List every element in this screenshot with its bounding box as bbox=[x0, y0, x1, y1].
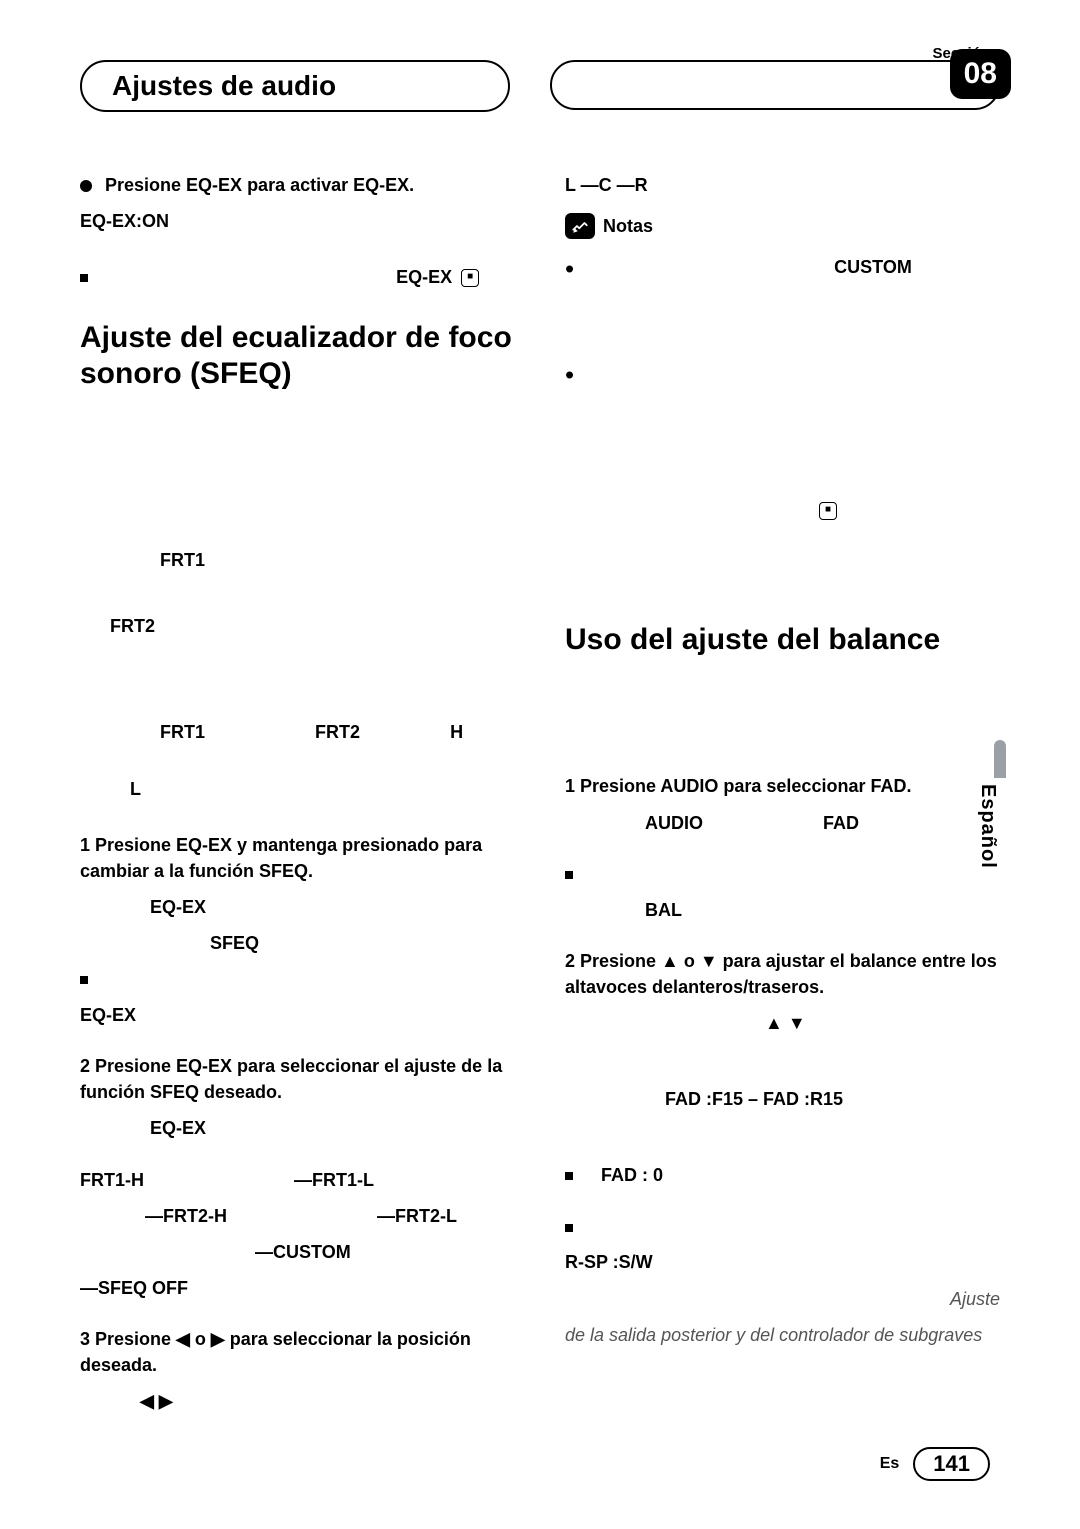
intro-line: Presione EQ-EX para activar EQ-EX. bbox=[80, 172, 515, 198]
notes-label: Notas bbox=[603, 213, 653, 239]
ref-rest: de la salida posterior y del controlador… bbox=[565, 1322, 1000, 1348]
step1-note-kw: EQ-EX bbox=[80, 1005, 136, 1025]
chain6: —SFEQ OFF bbox=[80, 1278, 188, 1298]
intro-text: Presione EQ-EX para activar EQ-EX. bbox=[105, 175, 414, 195]
right-column: L —C —R Notas • CUSTOM • bbox=[565, 172, 1000, 1424]
eqex-inline: EQ-EX bbox=[396, 267, 452, 287]
chain3: —FRT2-H bbox=[145, 1206, 227, 1226]
header-row: Ajustes de audio 08 bbox=[80, 60, 1000, 112]
frt2-label: FRT2 bbox=[110, 616, 155, 636]
sfeq-heading: Ajuste del ecualizador de foco sonoro (S… bbox=[80, 320, 515, 392]
rsp-line bbox=[565, 1213, 1000, 1239]
frt1-b: FRT1 bbox=[160, 722, 205, 742]
bullet-icon bbox=[80, 180, 92, 192]
notes-bullet1: • CUSTOM bbox=[565, 254, 1000, 280]
chain-line3: —CUSTOM bbox=[80, 1239, 515, 1265]
notes-header: Notas bbox=[565, 213, 1000, 239]
page-number: 141 bbox=[913, 1447, 990, 1481]
square-bullet-icon bbox=[565, 1224, 573, 1232]
square-bullet-icon bbox=[565, 871, 573, 879]
step2: 2 Presione EQ-EX para seleccionar el aju… bbox=[80, 1053, 515, 1105]
chain1: FRT1-H bbox=[80, 1170, 144, 1190]
notes-bullet2: • bbox=[565, 360, 1000, 386]
eqex-on: EQ-EX:ON bbox=[80, 208, 515, 234]
page-title: Ajustes de audio bbox=[112, 70, 478, 102]
step1-kw1: EQ-EX bbox=[150, 897, 206, 917]
eqex-off-line: spacer spacer spacer spacer spacer EQ-EX bbox=[80, 264, 515, 290]
fad-range: FAD :F15 – FAD :R15 bbox=[665, 1089, 843, 1109]
end-icon bbox=[461, 269, 479, 287]
left-column: Presione EQ-EX para activar EQ-EX. EQ-EX… bbox=[80, 172, 515, 1424]
l-label: L bbox=[130, 779, 141, 799]
square-bullet-icon bbox=[80, 274, 88, 282]
square-bullet-icon bbox=[565, 1172, 573, 1180]
frt2-b: FRT2 bbox=[315, 722, 360, 742]
bal-note bbox=[565, 861, 1000, 887]
header-title-pill: Ajustes de audio bbox=[80, 60, 510, 112]
chain5: —CUSTOM bbox=[255, 1242, 351, 1262]
chain4: —FRT2-L bbox=[377, 1206, 457, 1226]
frt-h-line: FRT1 FRT2 H bbox=[80, 719, 515, 745]
end-icon bbox=[819, 502, 837, 520]
step1-kw2: SFEQ bbox=[210, 933, 259, 953]
fad0-line: FAD : 0 bbox=[565, 1162, 1000, 1188]
footer-lang: Es bbox=[880, 1455, 900, 1473]
notes-icon bbox=[565, 213, 595, 239]
header-right-pill: 08 bbox=[550, 60, 1000, 110]
balance-heading: Uso del ajuste del balance bbox=[565, 622, 1000, 658]
custom-kw: CUSTOM bbox=[834, 257, 912, 277]
rsp-kw: R-SP :S/W bbox=[565, 1252, 653, 1272]
page: Sección Ajustes de audio 08 Presione EQ-… bbox=[0, 0, 1080, 1529]
chain-line1: FRT1-H —FRT1-L bbox=[80, 1167, 515, 1193]
tab-indicator bbox=[994, 740, 1006, 778]
bal-kw: BAL bbox=[645, 900, 682, 920]
r-step1-keywords: AUDIO FAD bbox=[565, 810, 1000, 836]
footer: Es 141 bbox=[880, 1447, 990, 1481]
chain-line2: —FRT2-H —FRT2-L bbox=[80, 1203, 515, 1229]
square-bullet-icon bbox=[80, 976, 88, 984]
chain2: —FRT1-L bbox=[294, 1170, 374, 1190]
language-tab: Español bbox=[976, 740, 1010, 910]
h-label: H bbox=[450, 722, 463, 742]
r-step2-arrows: ▲ ▼ bbox=[565, 1010, 1000, 1036]
frt1-label: FRT1 bbox=[160, 550, 205, 570]
fad-kw: FAD bbox=[823, 813, 859, 833]
step1: 1 Presione EQ-EX y mantenga presionado p… bbox=[80, 832, 515, 884]
audio-kw: AUDIO bbox=[645, 813, 703, 833]
step3: 3 Presione ◀ o ▶ para seleccionar la pos… bbox=[80, 1326, 515, 1378]
step1-note bbox=[80, 966, 515, 992]
r-step2: 2 Presione ▲ o ▼ para ajustar el balance… bbox=[565, 948, 1000, 1000]
content-columns: Presione EQ-EX para activar EQ-EX. EQ-EX… bbox=[80, 172, 1000, 1424]
language-label: Español bbox=[976, 784, 999, 869]
section-number-badge: 08 bbox=[950, 49, 1011, 99]
step2-kw: EQ-EX bbox=[150, 1118, 206, 1138]
r-step1: 1 Presione AUDIO para seleccionar FAD. bbox=[565, 773, 1000, 799]
fad0: FAD : 0 bbox=[601, 1165, 663, 1185]
position-line: L —C —R bbox=[565, 172, 1000, 198]
step3-arrows: ◀ ▶ bbox=[80, 1388, 515, 1414]
ref-prefix: Ajuste bbox=[565, 1286, 1000, 1312]
